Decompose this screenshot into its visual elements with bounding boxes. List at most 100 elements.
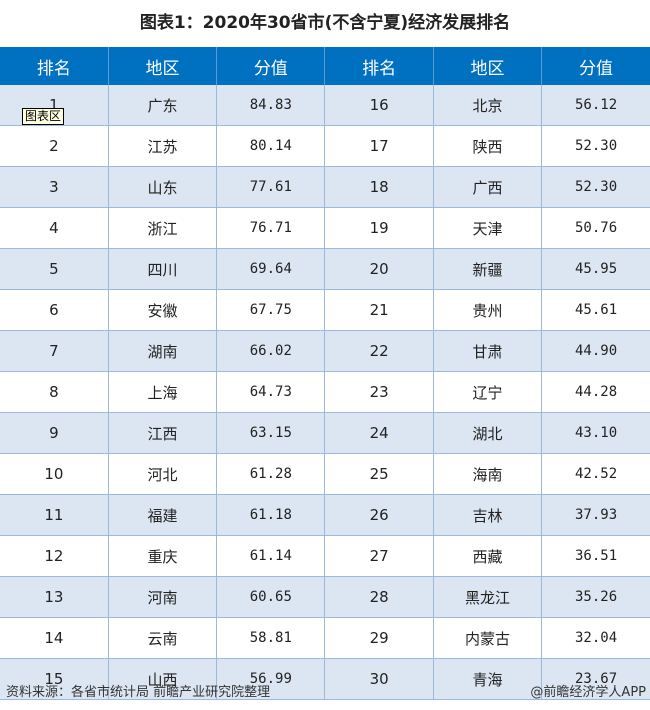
- cell-rank: 28: [324, 576, 434, 618]
- cell-score: 61.14: [216, 535, 326, 577]
- cell-region: 云南: [108, 617, 218, 659]
- header-region: 地区: [433, 47, 543, 85]
- table-row: 6 安徽 67.75 21 贵州 45.61: [0, 289, 650, 331]
- cell-rank: 23: [324, 371, 434, 413]
- cell-score: 76.71: [216, 207, 326, 249]
- cell-score: 45.95: [541, 248, 650, 290]
- cell-score: 56.99: [216, 658, 326, 700]
- table-row: 1 广东 84.83 16 北京 56.12: [0, 85, 650, 126]
- cell-region: 安徽: [108, 289, 218, 331]
- cell-score: 80.14: [216, 125, 326, 167]
- table-row: 4 浙江 76.71 19 天津 50.76: [0, 207, 650, 249]
- cell-score: 58.81: [216, 617, 326, 659]
- table-row: 5 四川 69.64 20 新疆 45.95: [0, 248, 650, 290]
- table-row: 8 上海 64.73 23 辽宁 44.28: [0, 371, 650, 413]
- cell-rank: 14: [0, 617, 109, 659]
- cell-region: 湖北: [433, 412, 543, 454]
- cell-rank: 13: [0, 576, 109, 618]
- cell-rank: 11: [0, 494, 109, 536]
- ranking-table: 排名 地区 分值 排名 地区 分值 1 广东 84.83 16 北京 56.12 2 江苏 80…: [0, 47, 650, 700]
- cell-region: 河北: [108, 453, 218, 495]
- cell-score: 67.75: [216, 289, 326, 331]
- cell-region: 四川: [108, 248, 218, 290]
- cell-region: 青海: [433, 658, 543, 700]
- table-row: 9 江西 63.15 24 湖北 43.10: [0, 412, 650, 454]
- cell-rank: 5: [0, 248, 109, 290]
- cell-rank: 22: [324, 330, 434, 372]
- cell-score: 52.30: [541, 125, 650, 167]
- header-rank: 排名: [0, 47, 109, 85]
- cell-rank: 12: [0, 535, 109, 577]
- cell-region: 山东: [108, 166, 218, 208]
- table-row: 2 江苏 80.14 17 陕西 52.30: [0, 125, 650, 167]
- cell-region: 重庆: [108, 535, 218, 577]
- cell-rank: 9: [0, 412, 109, 454]
- cell-region: 河南: [108, 576, 218, 618]
- cell-rank: 3: [0, 166, 109, 208]
- table-row: 13 河南 60.65 28 黑龙江 35.26: [0, 576, 650, 618]
- cell-score: 77.61: [216, 166, 326, 208]
- cell-rank: 20: [324, 248, 434, 290]
- cell-rank: 25: [324, 453, 434, 495]
- cell-rank: 4: [0, 207, 109, 249]
- cell-region: 江苏: [108, 125, 218, 167]
- cell-score: 45.61: [541, 289, 650, 331]
- cell-score: 37.93: [541, 494, 650, 536]
- cell-region: 黑龙江: [433, 576, 543, 618]
- cell-score: 42.52: [541, 453, 650, 495]
- table-row: 10 河北 61.28 25 海南 42.52: [0, 453, 650, 495]
- cell-region: 新疆: [433, 248, 543, 290]
- cell-rank: 15: [0, 658, 109, 700]
- header-row: 排名 地区 分值 排名 地区 分值: [0, 47, 650, 85]
- credit: @前瞻经济学人APP: [530, 685, 646, 700]
- cell-region: 陕西: [433, 125, 543, 167]
- cell-region: 广东: [108, 85, 218, 126]
- header-score: 分值: [216, 47, 326, 85]
- cell-score: 61.28: [216, 453, 326, 495]
- cell-rank: 8: [0, 371, 109, 413]
- cell-score: 44.90: [541, 330, 650, 372]
- cell-score: 44.28: [541, 371, 650, 413]
- cell-score: 84.83: [216, 85, 326, 126]
- cell-score: 23.67: [541, 658, 650, 700]
- chart-title: 图表1：2020年30省市(不含宁夏)经济发展排名: [139, 13, 511, 33]
- cell-region: 山西: [108, 658, 218, 700]
- table-row: 15 山西 56.99 30 青海 23.67: [0, 658, 650, 700]
- cell-region: 天津: [433, 207, 543, 249]
- cell-rank: 10: [0, 453, 109, 495]
- cell-rank: 21: [324, 289, 434, 331]
- cell-region: 上海: [108, 371, 218, 413]
- footer: 资料来源：各省市统计局 前瞻产业研究院整理 @前瞻经济学人APP: [6, 681, 646, 700]
- cell-score: 32.04: [541, 617, 650, 659]
- cell-region: 甘肃: [433, 330, 543, 372]
- cell-rank: 30: [324, 658, 434, 700]
- cell-region: 江西: [108, 412, 218, 454]
- cell-region: 吉林: [433, 494, 543, 536]
- header-region: 地区: [108, 47, 218, 85]
- table-row: 12 重庆 61.14 27 西藏 36.51: [0, 535, 650, 577]
- tooltip: 图表区: [22, 108, 65, 125]
- cell-region: 内蒙古: [433, 617, 543, 659]
- cell-region: 北京: [433, 85, 543, 126]
- table-row: 11 福建 61.18 26 吉林 37.93: [0, 494, 650, 536]
- source-note: 资料来源：各省市统计局 前瞻产业研究院整理: [6, 685, 271, 700]
- cell-score: 52.30: [541, 166, 650, 208]
- cell-rank: 27: [324, 535, 434, 577]
- cell-score: 43.10: [541, 412, 650, 454]
- cell-score: 36.51: [541, 535, 650, 577]
- cell-score: 56.12: [541, 85, 650, 126]
- cell-rank: 7: [0, 330, 109, 372]
- cell-score: 66.02: [216, 330, 326, 372]
- cell-rank: 24: [324, 412, 434, 454]
- cell-score: 64.73: [216, 371, 326, 413]
- cell-score: 35.26: [541, 576, 650, 618]
- cell-score: 60.65: [216, 576, 326, 618]
- cell-region: 海南: [433, 453, 543, 495]
- cell-rank: 16: [324, 85, 434, 126]
- table-row: 3 山东 77.61 18 广西 52.30: [0, 166, 650, 208]
- cell-rank: 17: [324, 125, 434, 167]
- cell-region: 浙江: [108, 207, 218, 249]
- table-row: 14 云南 58.81 29 内蒙古 32.04: [0, 617, 650, 659]
- cell-region: 湖南: [108, 330, 218, 372]
- header-score: 分值: [541, 47, 650, 85]
